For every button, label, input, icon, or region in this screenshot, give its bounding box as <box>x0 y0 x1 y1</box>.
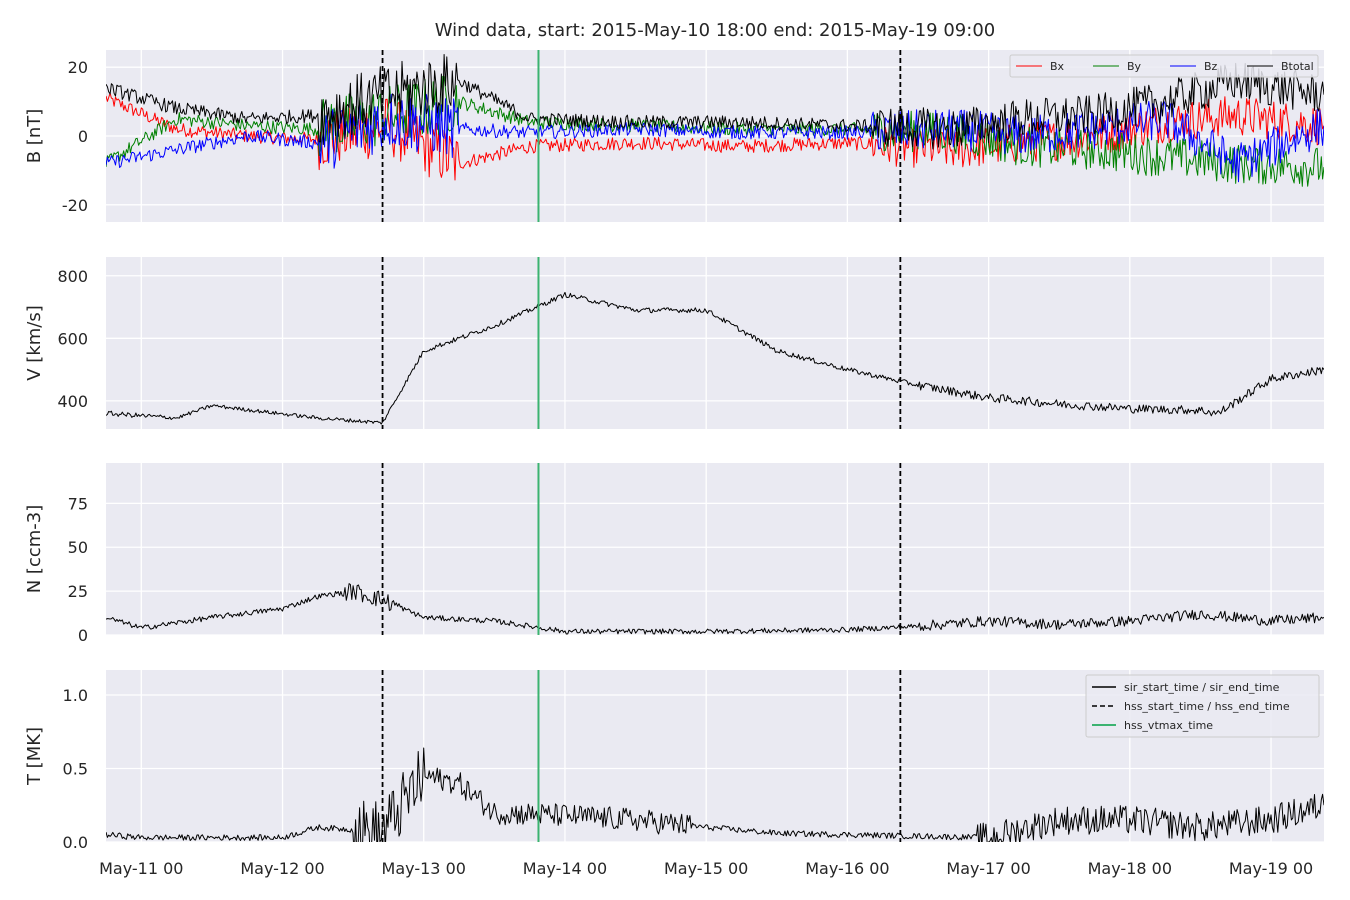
x-tick-label: May-14 00 <box>523 859 607 878</box>
x-tick-label: May-13 00 <box>382 859 466 878</box>
series-group <box>106 291 1324 425</box>
legend-label: hss_vtmax_time <box>1124 719 1213 732</box>
panel-V: 800 600 400 V [km/s] <box>24 257 1324 429</box>
panel-T: 1.0 0.5 0.0 T [MK] sir_start_time / sir_end_… <box>24 670 1324 852</box>
legend-label: sir_start_time / sir_end_time <box>1124 681 1280 694</box>
y-tick-label: 0 <box>78 626 88 645</box>
legend-label-Bz: Bz <box>1204 60 1218 73</box>
series-group <box>106 747 1324 842</box>
y-tick-label: 0.5 <box>63 759 88 778</box>
figure-title: Wind data, start: 2015-May-10 18:00 end:… <box>435 20 995 41</box>
series-group <box>106 54 1324 187</box>
y-tick-label: 600 <box>57 329 88 348</box>
x-tick-label: May-19 00 <box>1229 859 1313 878</box>
legend-T: sir_start_time / sir_end_time hss_start_t… <box>1085 674 1320 738</box>
y-tick-label: 0.0 <box>63 833 88 852</box>
x-tick-label: May-15 00 <box>664 859 748 878</box>
y-axis-label: V [km/s] <box>24 305 45 380</box>
y-tick-label: 1.0 <box>63 686 88 705</box>
y-tick-label: 25 <box>68 582 88 601</box>
y-tick-label: 400 <box>57 392 88 411</box>
legend-label-Btotal: Btotal <box>1281 60 1314 73</box>
legend-label-Bx: Bx <box>1050 60 1065 73</box>
y-axis-label: B [nT] <box>24 109 45 164</box>
panel-B: 20 0 -20 B [nT] Bx By Bz Btotal <box>24 50 1324 222</box>
y-tick-label: 800 <box>57 267 88 286</box>
y-tick-label: 75 <box>68 494 88 513</box>
legend-label-By: By <box>1127 60 1142 73</box>
panel-bg <box>106 463 1324 635</box>
y-tick-label: -20 <box>62 196 88 215</box>
x-tick-label: May-18 00 <box>1088 859 1172 878</box>
y-axis-label: T [MK] <box>24 727 45 786</box>
series-Btotal-line <box>106 54 1324 150</box>
x-tick-label: May-12 00 <box>240 859 324 878</box>
y-tick-label: 0 <box>78 127 88 146</box>
legend-B: Bx By Bz Btotal <box>1009 54 1319 78</box>
series-Bz-line <box>106 93 1324 183</box>
series-group <box>106 583 1324 635</box>
y-tick-label: 50 <box>68 538 88 557</box>
panel-N: 75 50 25 0 N [ccm-3] <box>24 463 1324 645</box>
legend-label: hss_start_time / hss_end_time <box>1124 700 1290 713</box>
x-tick-label: May-11 00 <box>99 859 183 878</box>
series-T-line <box>106 747 1324 842</box>
panel-bg <box>106 257 1324 429</box>
y-tick-label: 20 <box>68 58 88 77</box>
series-N-line <box>106 583 1324 635</box>
x-tick-label: May-16 00 <box>805 859 889 878</box>
legend-box <box>1009 54 1319 78</box>
series-V-line <box>106 291 1324 425</box>
x-tick-label: May-17 00 <box>946 859 1030 878</box>
legend-box <box>1085 674 1320 738</box>
y-axis-label: N [ccm-3] <box>24 505 45 594</box>
